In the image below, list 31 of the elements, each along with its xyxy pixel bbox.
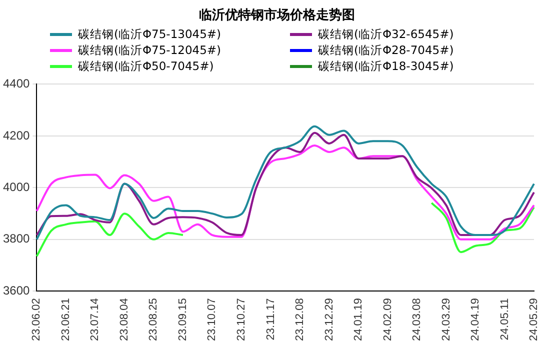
x-tick-label: 23.10.27 — [236, 298, 248, 342]
x-tick-label: 24.05.29 — [528, 298, 540, 342]
legend-label: 碳结钢(临沂Φ75-13045#) — [78, 26, 222, 42]
x-tick-label: 23.06.02 — [30, 298, 43, 342]
y-tick-label: 4200 — [2, 128, 30, 142]
x-tick-label: 23.09.15 — [176, 298, 189, 342]
chart-title: 临沂优特钢市场价格走势图 — [198, 6, 356, 25]
x-tick-label: 24.05.11 — [498, 298, 511, 340]
legend-label: 碳结钢(临沂Φ50-7045#) — [78, 58, 214, 74]
legend-label: 碳结钢(临沂Φ28-7045#) — [318, 42, 454, 58]
legend-label: 碳结钢(临沂Φ18-3045#) — [318, 58, 454, 74]
legend-label: 碳结钢(临沂Φ75-12045#) — [78, 42, 222, 58]
y-tick-label: 3800 — [2, 232, 30, 246]
x-tick-label: 23.11.17 — [264, 298, 277, 340]
x-tick-label: 23.08.04 — [118, 298, 130, 342]
x-tick-label: 23.06.21 — [60, 298, 72, 342]
x-tick-label: 24.03.08 — [411, 298, 424, 342]
legend-label: 碳结钢(临沂Φ32-6545#) — [318, 26, 454, 42]
x-tick-label: 24.03.29 — [440, 298, 452, 342]
x-tick-label: 23.12.08 — [294, 298, 306, 342]
y-tick-label: 3600 — [2, 283, 30, 298]
line-series — [36, 144, 535, 240]
x-tick-label: 23.07.14 — [89, 298, 102, 342]
x-tick-label: 24.02.09 — [382, 298, 394, 342]
x-tick-label: 24.01.19 — [352, 298, 365, 342]
y-tick-label: 4400 — [2, 76, 30, 91]
y-tick-label: 4000 — [2, 180, 30, 194]
x-tick-label: 24.04.19 — [470, 298, 482, 342]
x-tick-label: 23.10.07 — [206, 298, 218, 342]
x-tick-label: 23.08.25 — [148, 298, 160, 342]
x-tick-label: 23.12.29 — [323, 298, 336, 342]
